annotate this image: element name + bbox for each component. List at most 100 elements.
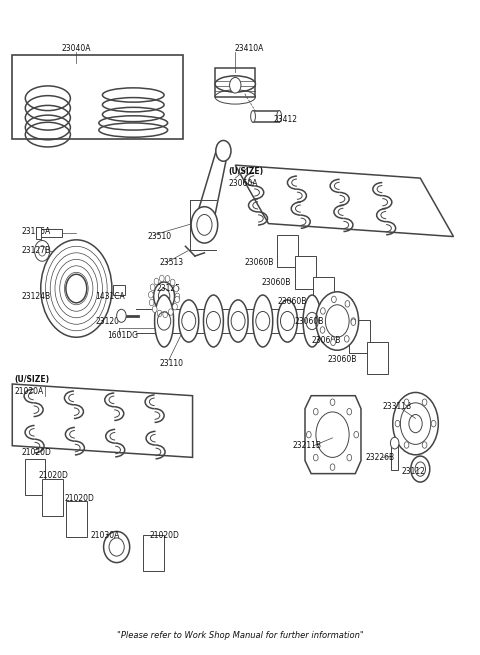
Circle shape: [173, 303, 177, 310]
Text: "Please refer to Work Shop Manual for further information": "Please refer to Work Shop Manual for fu…: [117, 631, 363, 641]
Text: 21020D: 21020D: [22, 448, 52, 457]
Circle shape: [395, 421, 400, 427]
Bar: [215, 67, 255, 97]
Polygon shape: [235, 165, 454, 236]
Circle shape: [191, 207, 218, 243]
Circle shape: [159, 275, 164, 282]
Circle shape: [165, 276, 170, 282]
Bar: [12, 55, 183, 139]
Circle shape: [431, 421, 436, 427]
Text: 1431CA: 1431CA: [96, 292, 125, 301]
Circle shape: [404, 399, 409, 405]
Ellipse shape: [303, 295, 321, 347]
Circle shape: [351, 318, 356, 324]
Ellipse shape: [204, 295, 223, 347]
Text: 23513: 23513: [159, 258, 183, 267]
Circle shape: [351, 319, 356, 326]
Text: 21020D: 21020D: [150, 531, 180, 540]
Circle shape: [332, 296, 336, 303]
Text: 21030A: 21030A: [91, 531, 120, 540]
Bar: [36, 227, 41, 239]
Text: 23060A: 23060A: [228, 179, 258, 188]
Circle shape: [411, 456, 430, 482]
Text: 23126A: 23126A: [22, 227, 51, 236]
Bar: [349, 320, 370, 353]
Text: 23040A: 23040A: [61, 44, 91, 53]
Circle shape: [149, 299, 154, 306]
Ellipse shape: [104, 531, 130, 563]
Bar: [295, 256, 316, 289]
Circle shape: [154, 278, 159, 285]
Circle shape: [152, 306, 157, 312]
Bar: [313, 278, 334, 310]
Bar: [113, 285, 125, 295]
Circle shape: [41, 240, 112, 337]
Bar: [36, 229, 62, 237]
Circle shape: [393, 392, 438, 455]
Ellipse shape: [155, 295, 174, 347]
Ellipse shape: [228, 300, 248, 342]
Polygon shape: [305, 396, 361, 474]
Text: (U/SIZE): (U/SIZE): [228, 167, 263, 176]
Bar: [24, 458, 46, 495]
Polygon shape: [194, 145, 229, 225]
Text: 23211B: 23211B: [292, 441, 321, 450]
Text: 23125: 23125: [157, 284, 181, 293]
Text: (U/SIZE): (U/SIZE): [14, 375, 50, 384]
Circle shape: [344, 335, 349, 342]
Text: 23510: 23510: [147, 232, 172, 241]
Circle shape: [66, 274, 87, 303]
Circle shape: [117, 309, 126, 322]
Text: 23226B: 23226B: [366, 453, 395, 462]
Text: 21020D: 21020D: [38, 471, 68, 480]
Circle shape: [320, 327, 325, 333]
Text: 23311B: 23311B: [383, 402, 411, 411]
Text: 23127B: 23127B: [22, 246, 51, 255]
Bar: [143, 534, 164, 571]
Ellipse shape: [179, 300, 199, 342]
Circle shape: [150, 284, 155, 290]
Ellipse shape: [251, 111, 255, 122]
Text: 23112: 23112: [401, 467, 425, 476]
Polygon shape: [12, 384, 192, 457]
Circle shape: [157, 310, 162, 316]
Circle shape: [148, 291, 153, 298]
Circle shape: [316, 291, 359, 350]
Text: 1601DG: 1601DG: [107, 331, 138, 340]
Text: 23124B: 23124B: [22, 292, 51, 301]
Text: 23060B: 23060B: [295, 316, 324, 326]
Ellipse shape: [253, 295, 273, 347]
Circle shape: [331, 339, 336, 346]
Circle shape: [229, 77, 241, 93]
Text: 23110: 23110: [159, 359, 183, 367]
Text: 23120: 23120: [96, 316, 120, 326]
Text: 23412: 23412: [273, 115, 297, 124]
Text: 21020A: 21020A: [14, 386, 44, 396]
Circle shape: [35, 240, 50, 261]
Bar: [367, 342, 388, 374]
Text: 21020D: 21020D: [64, 495, 95, 504]
Text: 23060B: 23060B: [311, 336, 340, 345]
Bar: [391, 444, 398, 470]
Circle shape: [345, 301, 350, 307]
Circle shape: [422, 399, 427, 405]
Circle shape: [163, 311, 168, 318]
Text: 23060B: 23060B: [328, 356, 357, 364]
Circle shape: [175, 296, 180, 303]
Circle shape: [404, 441, 409, 448]
Circle shape: [170, 279, 175, 286]
Bar: [331, 299, 352, 331]
Bar: [277, 234, 298, 267]
Bar: [66, 501, 87, 537]
Circle shape: [390, 438, 399, 449]
Text: 23060B: 23060B: [245, 258, 274, 267]
Bar: [42, 479, 63, 516]
Circle shape: [321, 308, 325, 314]
Circle shape: [175, 293, 180, 299]
Text: 23060B: 23060B: [261, 278, 291, 286]
Circle shape: [422, 441, 427, 448]
Circle shape: [168, 309, 173, 315]
Ellipse shape: [277, 300, 298, 342]
Ellipse shape: [215, 76, 255, 92]
Bar: [253, 111, 279, 122]
